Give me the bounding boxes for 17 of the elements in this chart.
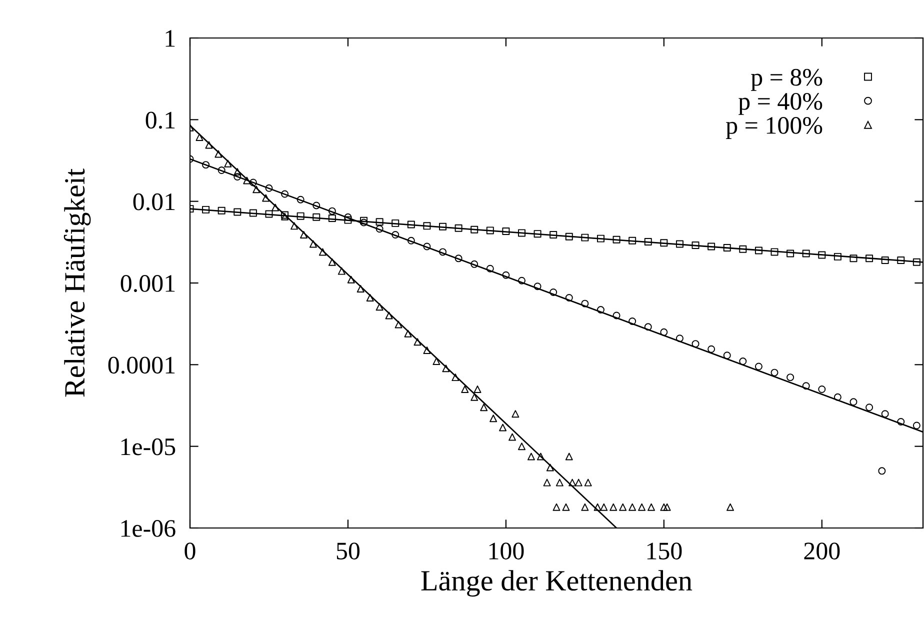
y-tick-label: 1e-06 (121, 520, 176, 537)
legend-label: p = 100% (726, 117, 822, 139)
y-tick-label: 0.001 (120, 275, 175, 292)
y-tick-label: 0.01 (133, 193, 175, 210)
x-tick-label: 50 (336, 542, 360, 560)
x-tick-label: 200 (804, 542, 840, 560)
legend-label: p = 8% (750, 68, 822, 91)
x-tick-label: 0 (184, 542, 196, 560)
x-tick-label: 150 (647, 542, 682, 560)
y-tick-label: 1e-05 (121, 438, 176, 456)
x-tick-label: 100 (489, 542, 524, 560)
x-axis-title: Länge der Kettenenden (421, 570, 692, 597)
y-tick-label: 0.0001 (108, 356, 175, 374)
y-tick-label: 0.1 (146, 112, 175, 129)
legend-label: p = 40% (738, 92, 822, 115)
y-tick-label: 1 (166, 30, 175, 47)
y-axis-title: Relative Häufigkeit (64, 168, 91, 397)
